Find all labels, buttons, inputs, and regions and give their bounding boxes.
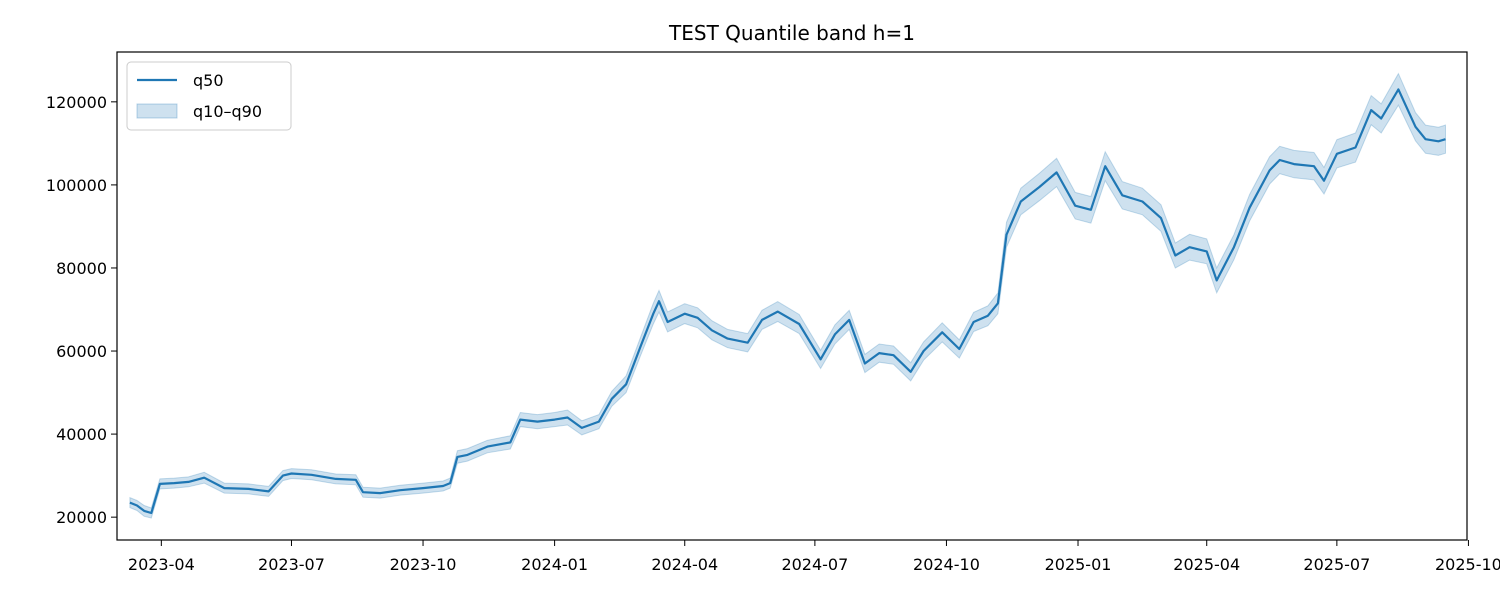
x-tick-label: 2024-07 xyxy=(781,555,848,574)
q10-q90-band xyxy=(129,72,1446,519)
plot-frame xyxy=(116,51,1468,541)
y-tick-label: 20000 xyxy=(56,508,107,527)
x-tick-label: 2023-07 xyxy=(258,555,325,574)
x-tick-label: 2023-10 xyxy=(390,555,457,574)
x-tick-label: 2023-04 xyxy=(128,555,195,574)
y-tick-label: 40000 xyxy=(56,425,107,444)
y-tick-label: 60000 xyxy=(56,342,107,361)
plot-area xyxy=(129,72,1446,519)
y-tick-label: 100000 xyxy=(46,176,107,195)
x-tick-label: 2024-10 xyxy=(913,555,980,574)
y-axis: 20000 40000 60000 80000 100000 120000 xyxy=(46,93,117,527)
chart-title: TEST Quantile band h=1 xyxy=(668,21,915,45)
x-tick-label: 2025-10 xyxy=(1435,555,1500,574)
legend-band-label: q10–q90 xyxy=(193,102,262,121)
y-tick-label: 80000 xyxy=(56,259,107,278)
x-tick-label: 2025-07 xyxy=(1303,555,1370,574)
x-tick-label: 2024-01 xyxy=(521,555,588,574)
x-tick-label: 2025-01 xyxy=(1045,555,1112,574)
legend-band-swatch xyxy=(136,103,178,119)
q50-line xyxy=(129,88,1446,515)
x-axis: 2023-04 2023-07 2023-10 2024-01 2024-04 2024-… xyxy=(128,540,1500,574)
legend-q50-label: q50 xyxy=(193,71,224,90)
y-tick-label: 120000 xyxy=(46,93,107,112)
x-tick-label: 2024-04 xyxy=(651,555,718,574)
x-tick-label: 2025-04 xyxy=(1173,555,1240,574)
legend: q50 q10–q90 xyxy=(126,61,292,131)
